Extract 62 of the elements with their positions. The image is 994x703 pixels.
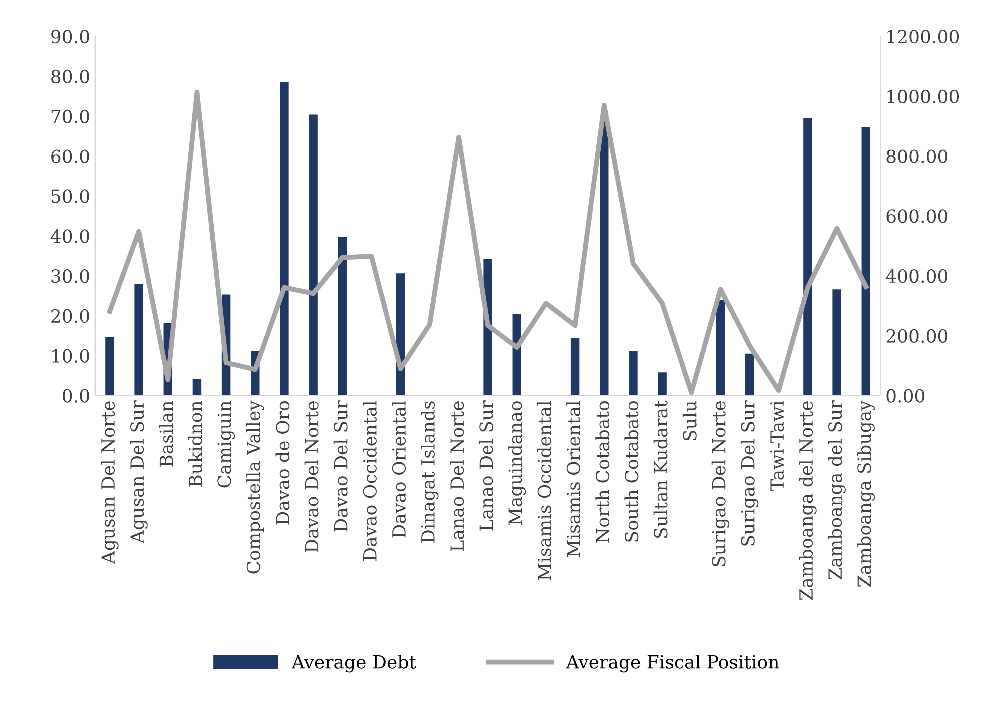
x-tick-label: Basilan	[159, 401, 174, 467]
y-tick-label: 90.0	[52, 30, 90, 44]
y-tick-label: 50.0	[52, 190, 90, 204]
y-tick-label: 60.0	[52, 150, 90, 164]
bar	[745, 354, 754, 396]
y2-tick-label: 800.00	[886, 150, 948, 164]
y-tick-label: 20.0	[52, 309, 90, 324]
x-tick-label: Sulu	[682, 401, 697, 441]
x-tick-label: Maguindanao	[508, 402, 526, 526]
x-tick-label: Davao Del Sur	[334, 400, 348, 532]
bar	[280, 82, 289, 396]
x-tick-label: Davao de Oro	[276, 402, 290, 525]
x-tick-label: Misamis Occidental	[537, 401, 552, 580]
bar	[134, 284, 144, 396]
y2-tick-label: 200.00	[886, 329, 948, 344]
x-tick-label: Agusan Del Norte	[101, 402, 119, 564]
legend-label: Average Debt	[292, 654, 416, 673]
bar	[629, 351, 638, 396]
bar	[658, 372, 667, 396]
bar	[804, 118, 812, 396]
x-tick-label: Lanao Del Norte	[450, 402, 464, 552]
line-series	[108, 90, 869, 396]
bar	[338, 237, 347, 396]
x-tick-label: Zamboanga del Norte	[799, 402, 817, 600]
x-tick-label: Surigao Del Sur	[740, 400, 759, 546]
y-tick-label: 0.0	[63, 389, 90, 403]
x-tick-label: Zamboanga del Sur	[828, 400, 846, 580]
x-tick-label: Misamis Oriental	[566, 401, 581, 558]
x-tick-label: Compostella Valley	[246, 400, 264, 574]
x-tick-label: Dinagat Islands	[421, 402, 439, 544]
y2-tick-label: 400.00	[886, 270, 948, 284]
y-tick-label: 40.0	[50, 230, 90, 244]
y-tick-label: 10.0	[52, 349, 90, 363]
bar	[192, 379, 202, 396]
y-tick-label: 70.0	[52, 110, 90, 124]
x-tick-label: Davao Occidental	[362, 401, 377, 561]
x-tick-label: Davao Del Norte	[304, 402, 319, 552]
x-tick-label: Lanao Del Sur	[479, 400, 494, 531]
legend-label: Average Fiscal Position	[566, 654, 780, 673]
y-tick-label: 80.0	[52, 70, 90, 84]
bar	[832, 290, 842, 396]
y2-tick-label: 600.00	[886, 210, 948, 224]
bar	[862, 128, 871, 396]
y-tick-label: 30.0	[52, 270, 90, 284]
y2-tick-label: 1200.00	[888, 30, 960, 44]
x-tick-label: Davao Oriental	[392, 401, 406, 538]
x-tick-label: Tawi-Tawi	[770, 401, 784, 492]
x-tick-label: Camiguin	[218, 401, 236, 488]
bar	[600, 120, 609, 396]
x-tick-label: Surigao Del Norte	[712, 402, 730, 566]
x-tick-label: Agusan Del Sur	[130, 400, 148, 544]
x-tick-label: North Cotabato	[596, 402, 610, 543]
x-tick-label: Bukidnon	[188, 401, 202, 487]
bar	[309, 114, 318, 396]
x-tick-label: Sultan Kudarat	[654, 400, 668, 538]
x-tick-label: South Cotabato	[624, 402, 639, 542]
y2-tick-label: 1000.00	[888, 90, 960, 104]
bar	[570, 338, 580, 396]
bar	[106, 337, 114, 396]
bar	[716, 300, 726, 396]
y2-tick-label: 0.00	[886, 389, 925, 403]
x-tick-label: Zamboanga Sibugay	[857, 400, 876, 588]
